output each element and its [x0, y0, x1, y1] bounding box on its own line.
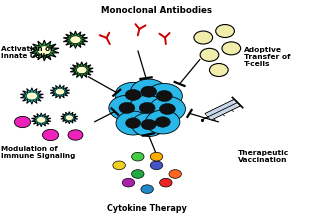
- Circle shape: [113, 161, 125, 170]
- Circle shape: [146, 83, 182, 109]
- Circle shape: [38, 46, 51, 55]
- Circle shape: [70, 36, 81, 44]
- Text: Monoclonal Antibodies: Monoclonal Antibodies: [101, 6, 212, 15]
- Circle shape: [169, 170, 182, 178]
- Circle shape: [146, 110, 180, 134]
- Circle shape: [216, 24, 234, 37]
- Circle shape: [141, 185, 153, 194]
- Circle shape: [155, 117, 170, 127]
- Circle shape: [149, 96, 186, 122]
- Text: Modulation of
Immune Signaling: Modulation of Immune Signaling: [1, 146, 75, 159]
- Circle shape: [156, 90, 172, 102]
- Text: Cytokine Therapy: Cytokine Therapy: [107, 204, 187, 213]
- Circle shape: [159, 104, 175, 114]
- Circle shape: [76, 66, 87, 74]
- Polygon shape: [30, 40, 59, 61]
- Circle shape: [141, 86, 157, 97]
- Circle shape: [14, 116, 31, 128]
- Circle shape: [37, 117, 46, 123]
- Polygon shape: [20, 88, 44, 104]
- Circle shape: [109, 95, 145, 121]
- Circle shape: [43, 129, 59, 141]
- Circle shape: [150, 152, 163, 161]
- Circle shape: [65, 115, 73, 121]
- Text: Adoptive
Transfer of
T-cells: Adoptive Transfer of T-cells: [244, 47, 290, 67]
- Circle shape: [160, 178, 172, 187]
- Circle shape: [131, 79, 167, 104]
- Circle shape: [141, 119, 156, 130]
- Circle shape: [68, 130, 83, 140]
- Polygon shape: [61, 112, 78, 124]
- Circle shape: [131, 113, 166, 136]
- Circle shape: [115, 82, 151, 107]
- Circle shape: [150, 161, 163, 170]
- Circle shape: [125, 89, 141, 100]
- Circle shape: [129, 95, 165, 121]
- Circle shape: [122, 178, 135, 187]
- Text: Therapeutic
Vaccination: Therapeutic Vaccination: [238, 150, 289, 163]
- Circle shape: [222, 42, 241, 55]
- Circle shape: [119, 102, 135, 113]
- Circle shape: [116, 111, 150, 135]
- Circle shape: [139, 102, 155, 113]
- Circle shape: [209, 63, 228, 77]
- Polygon shape: [32, 113, 51, 127]
- Text: Activation of
Innate Cells: Activation of Innate Cells: [1, 46, 53, 59]
- Polygon shape: [205, 101, 238, 119]
- Circle shape: [26, 92, 38, 100]
- Polygon shape: [70, 62, 93, 78]
- Circle shape: [131, 152, 144, 161]
- Circle shape: [200, 48, 219, 61]
- Polygon shape: [63, 31, 88, 48]
- Polygon shape: [50, 85, 69, 99]
- Circle shape: [55, 89, 64, 95]
- Circle shape: [131, 170, 144, 178]
- Circle shape: [126, 118, 141, 128]
- Circle shape: [194, 31, 213, 44]
- Polygon shape: [205, 99, 241, 120]
